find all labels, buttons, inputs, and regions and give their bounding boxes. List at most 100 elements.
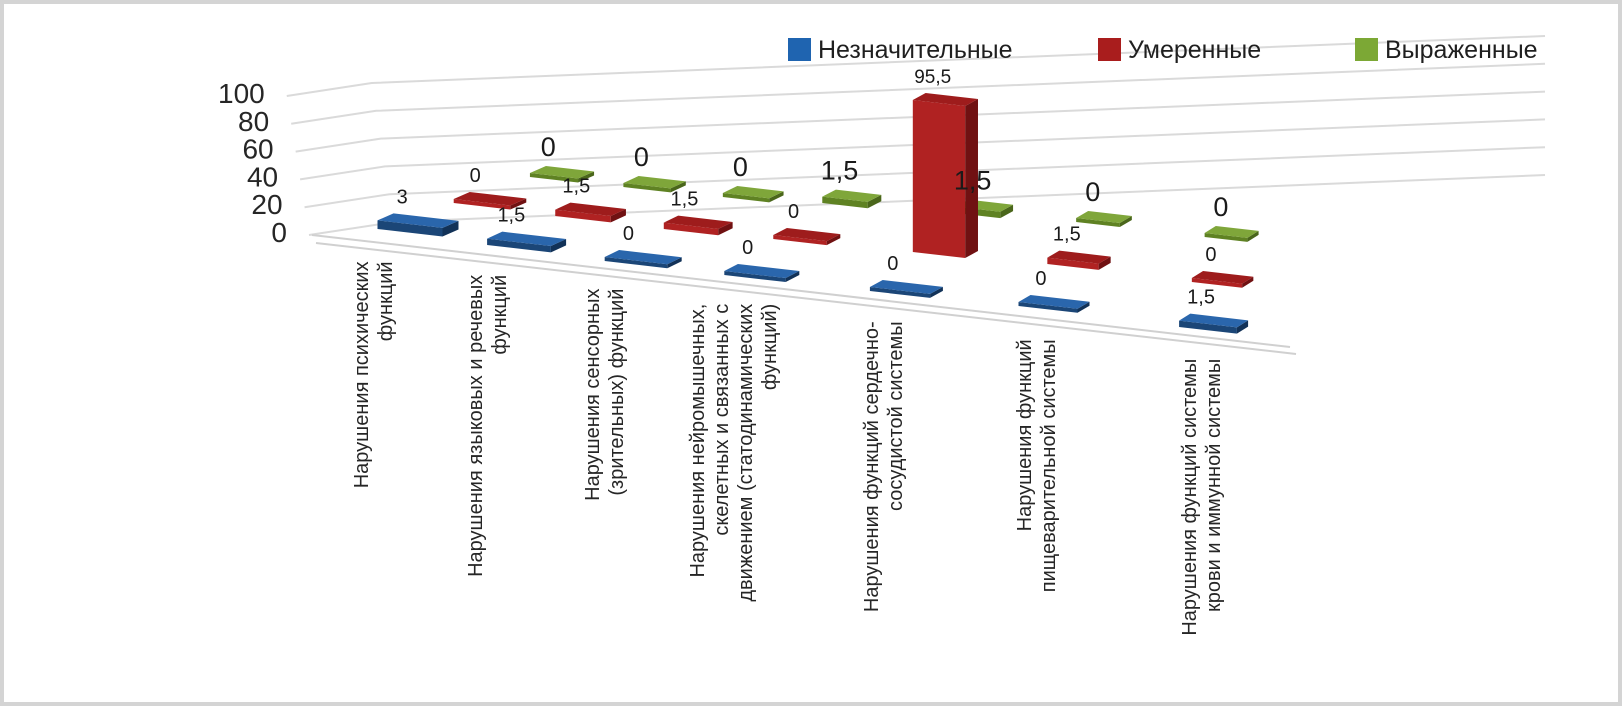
category-label-4: Нарушения функций сердечно-сосудистой си… xyxy=(861,321,907,612)
data-label-s1-c5: 1,5 xyxy=(1053,224,1081,246)
bar-front-face xyxy=(773,235,827,246)
bar-front-face xyxy=(912,99,966,259)
bar-side-face xyxy=(667,257,682,269)
legend: Незначительные Умеренные Выраженные xyxy=(788,36,1538,64)
data-label-s2-c5: 0 xyxy=(1085,177,1100,207)
bar-side-face xyxy=(550,239,567,253)
bar-front-face xyxy=(1191,278,1243,288)
data-label-s0-c0: 3 xyxy=(397,186,408,208)
category-label-line: Нарушения функций сердечно- xyxy=(861,321,883,612)
bar-side-face xyxy=(718,221,733,236)
category-axis-layer: Нарушения психических функций Нарушения яз… xyxy=(351,261,1225,635)
bar-side-face xyxy=(1119,216,1132,228)
bar-side-face xyxy=(1242,276,1254,288)
bar-side-face xyxy=(1077,301,1090,313)
bar-top-face xyxy=(555,202,626,217)
bar-top-face xyxy=(1047,250,1111,264)
category-label-2: Нарушения сенсорных (зрительных) функций xyxy=(582,289,628,501)
bar-front-face xyxy=(555,209,611,223)
category-label-line: Нарушения функций xyxy=(1014,339,1036,531)
bar-front-face xyxy=(1204,233,1248,242)
category-label-line: (зрительных) функций xyxy=(606,289,628,496)
data-label-s0-c4: 0 xyxy=(887,253,898,275)
category-label-line: Нарушения языковых и речевых xyxy=(465,275,487,577)
bar-front-face xyxy=(1018,302,1078,313)
bars-layer xyxy=(377,92,1259,334)
bar-side-face xyxy=(610,209,626,223)
bar-s2-c1 xyxy=(623,176,686,193)
legend-label-moderate: Умеренные xyxy=(1128,36,1261,64)
data-label-s2-c2: 0 xyxy=(733,152,748,182)
bar-top-face xyxy=(722,186,784,199)
floor-front-edge xyxy=(311,234,1291,348)
bar-top-face xyxy=(1018,295,1090,309)
data-label-s0-c2: 0 xyxy=(623,223,634,245)
bar-top-face xyxy=(869,280,943,294)
bar-s1-c1 xyxy=(555,202,626,223)
category-label-0: Нарушения психических функций xyxy=(351,261,397,488)
bar-front-face xyxy=(529,173,579,183)
data-label-s2-c1: 0 xyxy=(634,142,649,172)
bar-top-face xyxy=(1179,313,1249,328)
bar-top-face xyxy=(529,166,595,179)
data-label-s0-c6: 1,5 xyxy=(1187,287,1215,309)
bar-side-face xyxy=(670,181,686,193)
bar-side-face xyxy=(769,191,784,203)
bar-front-face xyxy=(623,183,671,193)
category-label-line: Нарушения нейромышечных, xyxy=(687,304,709,578)
bar-s0-c4 xyxy=(869,280,943,298)
bar-front-face xyxy=(869,287,931,298)
bar-side-face xyxy=(510,198,527,210)
category-label-line: Нарушения функций системы xyxy=(1179,359,1201,636)
category-label-line: скелетных и связанных с xyxy=(711,304,733,536)
bar-s1-c2 xyxy=(663,215,733,236)
bar-front-face xyxy=(453,199,511,210)
bar-side-face xyxy=(1236,320,1249,334)
data-label-s1-c6: 0 xyxy=(1205,244,1216,266)
floor-front-edge-lower xyxy=(315,242,1297,355)
bar-top-face xyxy=(1204,226,1259,238)
bar-side-face xyxy=(1247,230,1259,242)
legend-marker-minor xyxy=(788,38,811,61)
legend-marker-severe xyxy=(1355,38,1378,61)
value-axis-tick-80: 80 xyxy=(238,106,269,137)
bar-side-face xyxy=(867,194,882,209)
bar-side-face xyxy=(826,234,841,246)
bar-s0-c6 xyxy=(1179,313,1249,334)
bar-side-face xyxy=(785,271,800,283)
gridline-80 xyxy=(291,62,1546,125)
category-label-6: Нарушения функций системы крови и иммунно… xyxy=(1179,359,1225,636)
bar-s2-c6 xyxy=(1204,226,1259,242)
value-axis-tick-100: 100 xyxy=(218,78,265,109)
gridline-40 xyxy=(299,118,1546,181)
gridline-60 xyxy=(295,90,1546,153)
bar-top-face xyxy=(1076,211,1132,224)
data-label-s0-c1: 1,5 xyxy=(497,205,525,227)
legend-marker-moderate xyxy=(1098,38,1121,61)
value-axis-tick-60: 60 xyxy=(242,134,273,165)
bar-front-face xyxy=(663,222,719,236)
bar-top-face xyxy=(912,92,978,106)
gridline-20 xyxy=(304,146,1546,209)
bar-front-face xyxy=(1047,257,1099,270)
bar-top-face xyxy=(663,215,733,229)
category-label-1: Нарушения языковых и речевых функций xyxy=(465,275,511,577)
category-label-line: Нарушения психических xyxy=(351,261,373,488)
bar-top-face xyxy=(822,189,882,202)
bar-top-face xyxy=(487,231,567,247)
legend-label-severe: Выраженные xyxy=(1385,36,1538,64)
gridline-100 xyxy=(286,35,1546,97)
category-label-line: сосудистой системы xyxy=(885,321,907,511)
bar-s1-c5 xyxy=(1047,250,1111,270)
legend-label-minor: Незначительные xyxy=(818,36,1013,64)
bar-front-face xyxy=(822,196,868,209)
data-label-s1-c1: 1,5 xyxy=(562,176,590,198)
bar-side-face xyxy=(1098,256,1111,270)
bar-top-face xyxy=(623,176,686,189)
bar-s0-c3 xyxy=(724,264,800,283)
value-axis-tick-0: 0 xyxy=(271,217,287,248)
